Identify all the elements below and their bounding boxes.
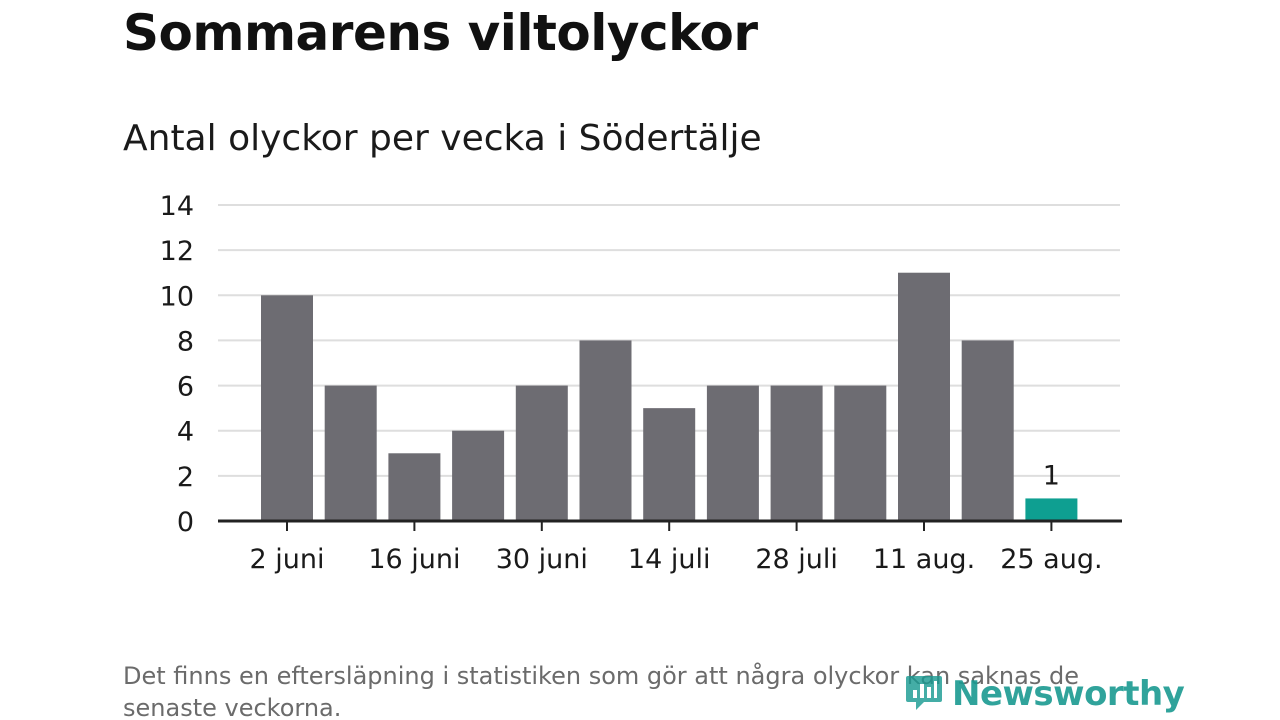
y-tick-label: 12 bbox=[160, 236, 194, 267]
x-tick-label: 25 aug. bbox=[1000, 544, 1102, 575]
y-tick-label: 10 bbox=[160, 281, 194, 312]
x-axis-ticks: 2 juni 16 juni 30 juni 14 juli 28 juli 11 aug… bbox=[250, 521, 1103, 575]
brand-logo[interactable]: Newsworthy bbox=[902, 670, 1185, 718]
bar-21-juli bbox=[706, 385, 759, 521]
y-tick-label: 14 bbox=[160, 191, 194, 222]
y-tick-label: 8 bbox=[177, 326, 194, 357]
bar-14-juli bbox=[643, 408, 696, 521]
y-tick-label: 2 bbox=[177, 462, 194, 493]
bar-30-juni bbox=[515, 385, 568, 521]
bar-2-juni bbox=[261, 295, 313, 521]
x-tick-label: 16 juni bbox=[368, 544, 460, 575]
bar-28-juli bbox=[770, 385, 823, 521]
bar-4-aug- bbox=[834, 385, 887, 521]
x-tick-label: 30 juni bbox=[496, 544, 588, 575]
brand-name: Newsworthy bbox=[952, 674, 1185, 714]
y-tick-label: 0 bbox=[177, 507, 194, 538]
y-tick-label: 6 bbox=[177, 372, 194, 403]
page-title: Sommarens viltolyckor bbox=[123, 4, 758, 62]
bar-11-aug- bbox=[898, 272, 950, 521]
bar-9-juni bbox=[324, 385, 377, 521]
y-tick-label: 4 bbox=[177, 417, 194, 448]
bar-18-aug- bbox=[961, 340, 1014, 521]
chart-subtitle: Antal olyckor per vecka i Södertälje bbox=[123, 118, 762, 159]
x-tick-label: 14 juli bbox=[628, 544, 711, 575]
x-tick-label: 11 aug. bbox=[873, 544, 975, 575]
data-labels: 1 bbox=[1043, 460, 1060, 491]
bars bbox=[261, 272, 1078, 521]
data-label: 1 bbox=[1043, 460, 1060, 491]
bar-7-juli bbox=[579, 340, 632, 521]
bar-16-juni bbox=[388, 453, 441, 521]
bar-25-aug- bbox=[1025, 498, 1078, 521]
newsworthy-logo-icon bbox=[902, 670, 946, 718]
bar-23-juni bbox=[452, 430, 505, 521]
x-tick-label: 2 juni bbox=[250, 544, 325, 575]
x-tick-label: 28 juli bbox=[755, 544, 838, 575]
y-axis-ticks: 0 2 4 6 8 10 12 14 bbox=[160, 191, 194, 538]
